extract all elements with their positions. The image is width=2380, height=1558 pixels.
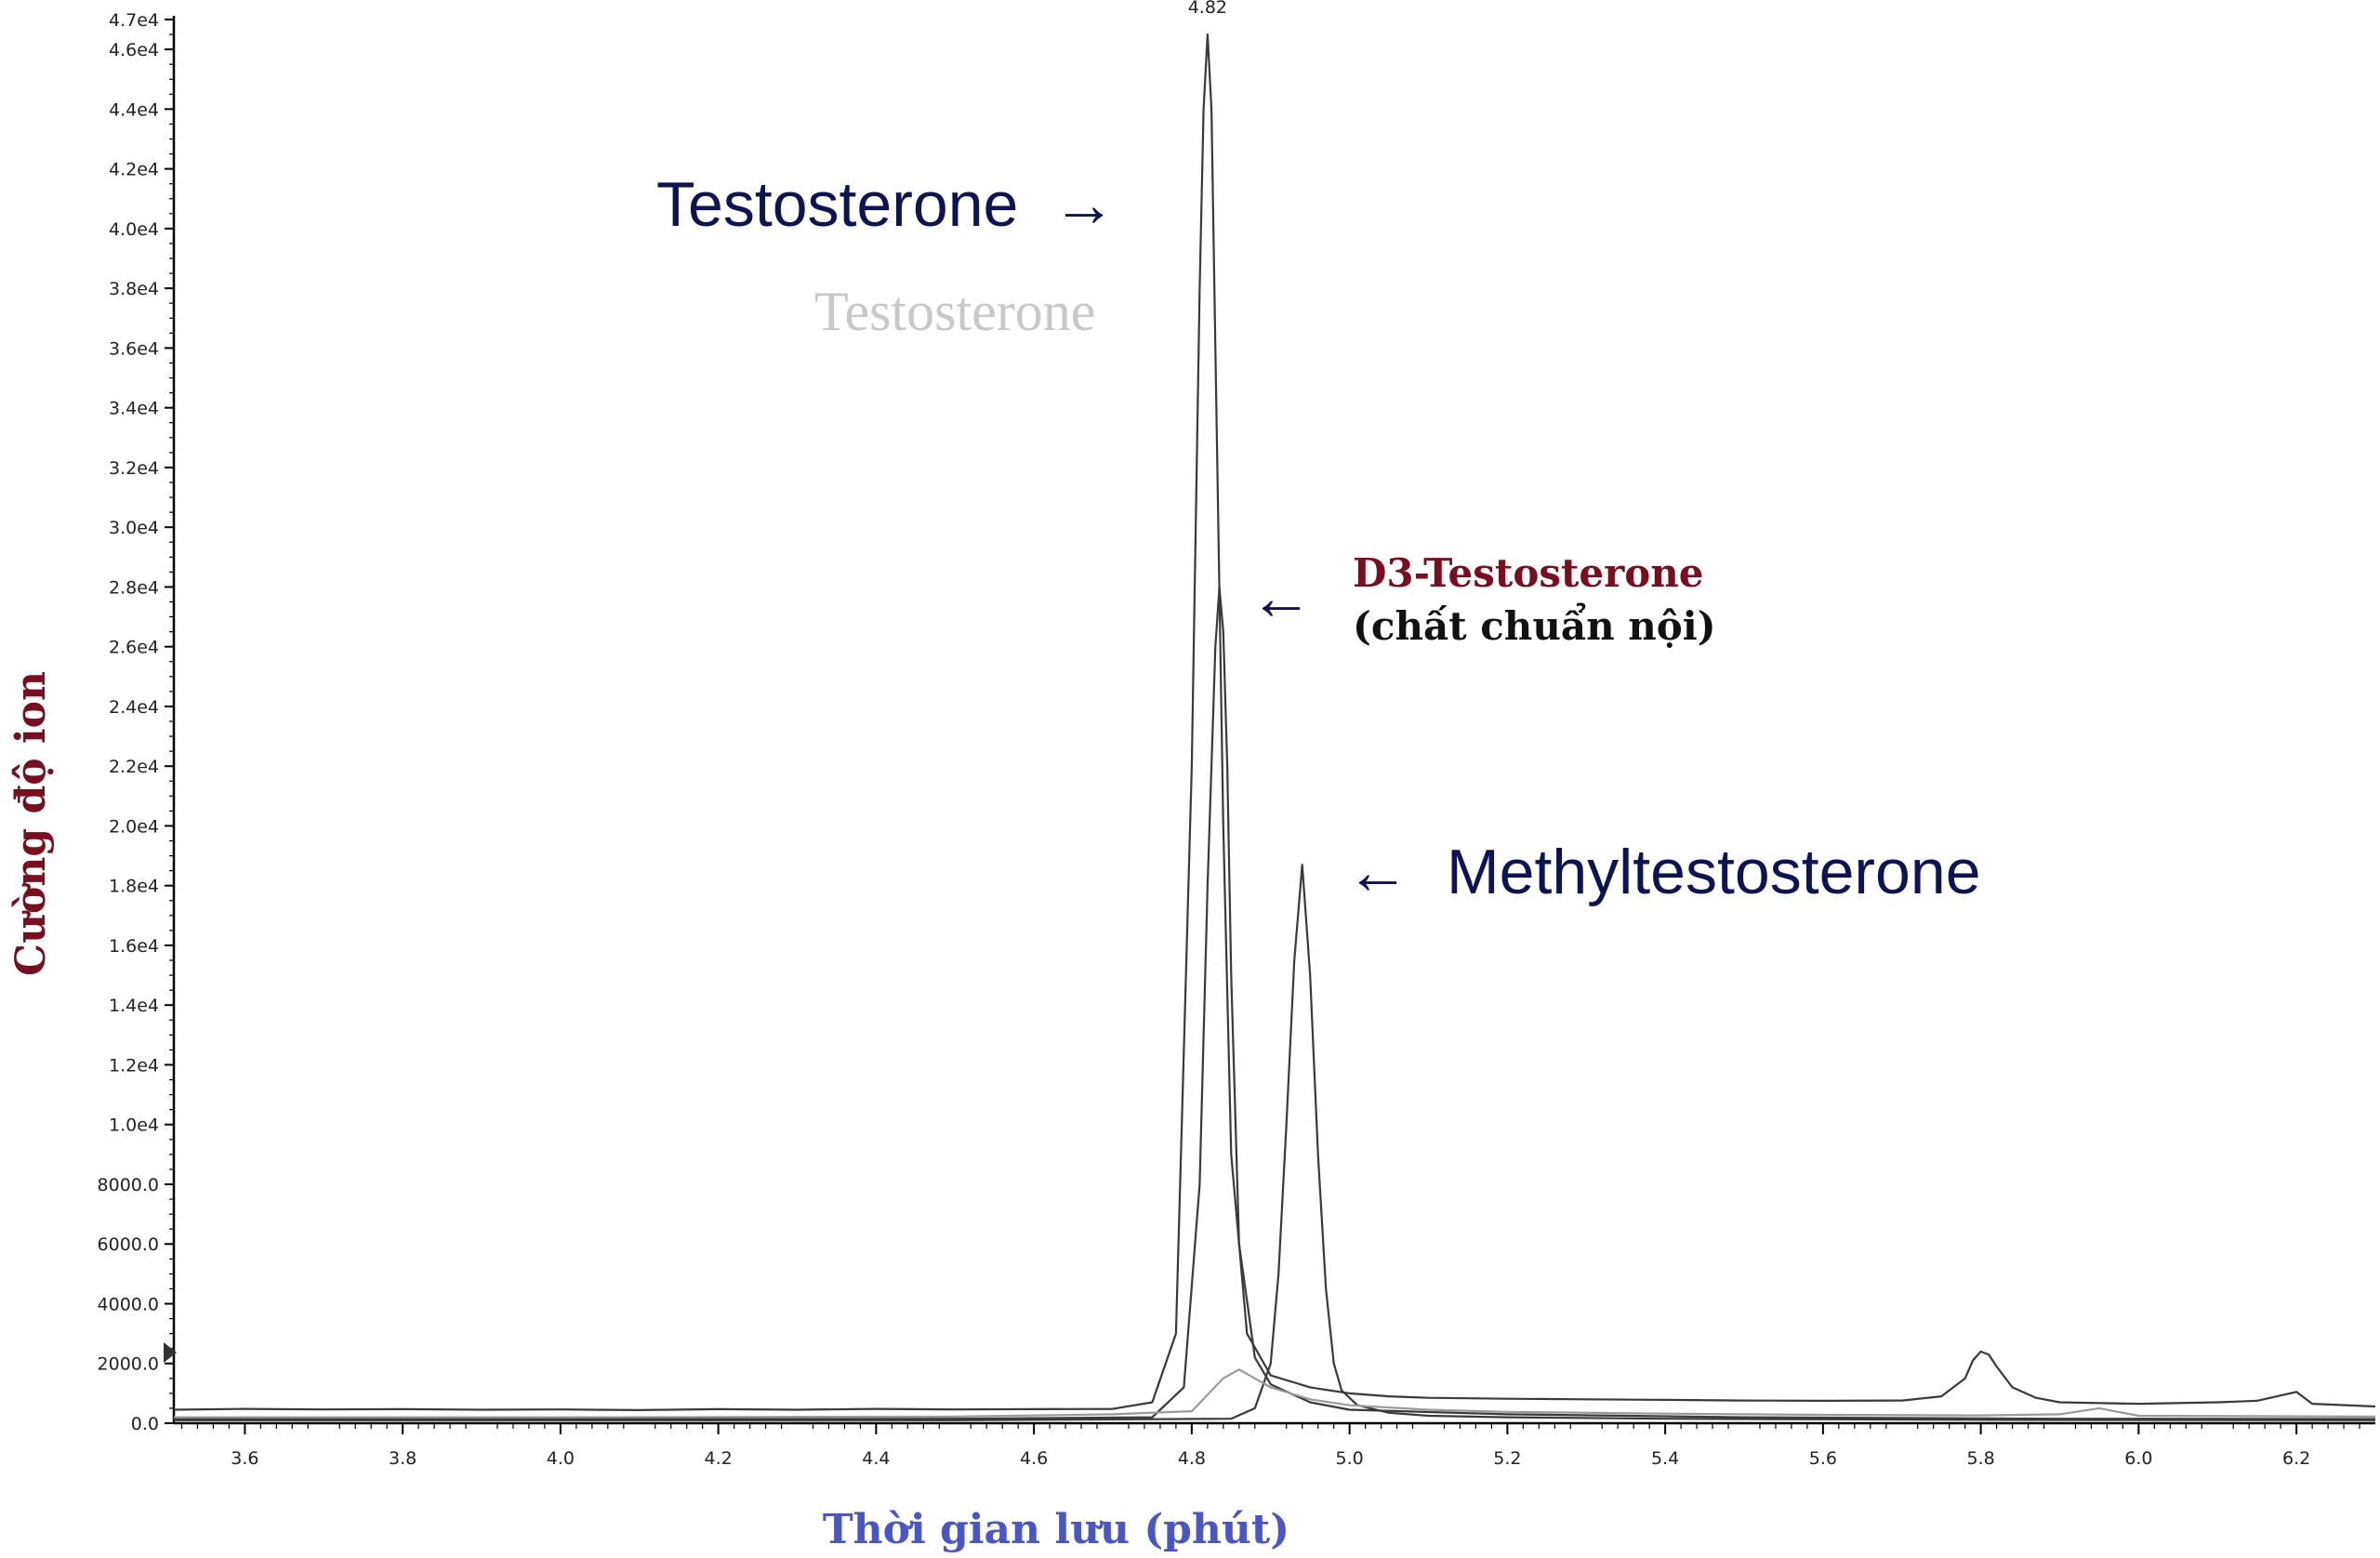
x-tick-label: 3.8 bbox=[389, 1448, 416, 1469]
x-tick-label: 4.2 bbox=[705, 1448, 733, 1469]
x-tick-label: 6.2 bbox=[2282, 1448, 2310, 1469]
x-axis-ticks: 3.6 3.8 4.0 4.2 4.4 4.6 4.8 5.0 5.2 5.4 5.6 5.8 6.0 6… bbox=[180, 1423, 2360, 1469]
x-tick-label: 3.6 bbox=[231, 1448, 258, 1469]
x-tick-label: 4.4 bbox=[862, 1448, 890, 1469]
y-tick-label: 4.6e4 bbox=[109, 40, 159, 60]
series-line-2 bbox=[173, 586, 2376, 1420]
plot-area: 0.0 2000.0 4000.0 6000.0 8000.0 1.0e4 1.2e4 1.4… bbox=[98, 0, 2376, 1469]
y-tick-label: 4.7e4 bbox=[109, 10, 159, 31]
y-tick-label: 2.4e4 bbox=[109, 697, 159, 718]
annotation-testosterone-ghost-label: Testosterone bbox=[814, 281, 1095, 342]
annotation-internal-standard-label: (chất chuẩn nội) bbox=[1353, 601, 1716, 649]
annotation-methyltestosterone-arrow: ← bbox=[1346, 837, 1409, 907]
annotation-testosterone-arrow: → bbox=[1052, 169, 1116, 240]
y-tick-label: 2.8e4 bbox=[109, 577, 159, 598]
y-tick-label: 4.0e4 bbox=[109, 219, 159, 240]
x-tick-label: 5.6 bbox=[1809, 1448, 1837, 1469]
y-tick-label: 3.2e4 bbox=[109, 458, 159, 479]
annotation-d3-arrow: ← bbox=[1250, 562, 1313, 633]
y-tick-label: 0.0 bbox=[131, 1414, 159, 1434]
y-tick-label: 2.6e4 bbox=[109, 638, 159, 658]
y-tick-label: 1.0e4 bbox=[109, 1116, 159, 1136]
peak-labels: 4.82 bbox=[1188, 0, 1227, 18]
x-tick-label: 4.6 bbox=[1020, 1448, 1048, 1469]
x-tick-label: 5.8 bbox=[1967, 1448, 1995, 1469]
series-line-1 bbox=[173, 33, 2376, 1411]
y-tick-label: 4.2e4 bbox=[109, 160, 159, 180]
annotation-testosterone-label: Testosterone bbox=[656, 169, 1018, 240]
y-tick-label: 3.4e4 bbox=[109, 399, 159, 419]
series-line-4 bbox=[174, 1368, 2376, 1419]
y-tick-label: 3.6e4 bbox=[109, 338, 159, 359]
y-tick-label: 1.4e4 bbox=[109, 996, 159, 1016]
annotation-methyltestosterone-label: Methyltestosterone bbox=[1447, 837, 1981, 907]
x-tick-label: 4.0 bbox=[547, 1448, 575, 1469]
y-tick-label: 8000.0 bbox=[98, 1175, 159, 1195]
y-axis-ticks: 0.0 2000.0 4000.0 6000.0 8000.0 1.0e4 1.2e4 1.4… bbox=[98, 10, 174, 1434]
x-tick-label: 5.4 bbox=[1651, 1448, 1679, 1469]
y-tick-label: 1.8e4 bbox=[109, 877, 159, 897]
series-group bbox=[173, 33, 2376, 1421]
y-tick-label: 2.0e4 bbox=[109, 816, 159, 837]
y-tick-label: 4.4e4 bbox=[109, 99, 159, 120]
x-axis-label: Thời gian lưu (phút) bbox=[823, 1506, 1289, 1553]
y-tick-label: 1.2e4 bbox=[109, 1055, 159, 1076]
y-tick-label: 3.8e4 bbox=[109, 279, 159, 299]
x-tick-label: 6.0 bbox=[2124, 1448, 2152, 1469]
x-tick-label: 5.2 bbox=[1493, 1448, 1521, 1469]
peak-label: 4.82 bbox=[1188, 0, 1227, 18]
y-tick-label: 2000.0 bbox=[98, 1354, 159, 1375]
y-tick-label: 4000.0 bbox=[98, 1294, 159, 1314]
y-tick-label: 6000.0 bbox=[98, 1235, 159, 1255]
y-tick-label: 1.6e4 bbox=[109, 936, 159, 957]
x-tick-label: 5.0 bbox=[1336, 1448, 1364, 1469]
y-tick-label: 3.0e4 bbox=[109, 518, 159, 538]
y-axis-label: Cường độ ion bbox=[7, 671, 55, 976]
y-tick-label: 2.2e4 bbox=[109, 757, 159, 777]
x-tick-label: 4.8 bbox=[1178, 1448, 1206, 1469]
annotation-d3-testosterone-label: D3-Testosterone bbox=[1353, 550, 1704, 596]
series-line-3 bbox=[174, 864, 2376, 1421]
y-axis-marker-icon bbox=[164, 1342, 177, 1363]
